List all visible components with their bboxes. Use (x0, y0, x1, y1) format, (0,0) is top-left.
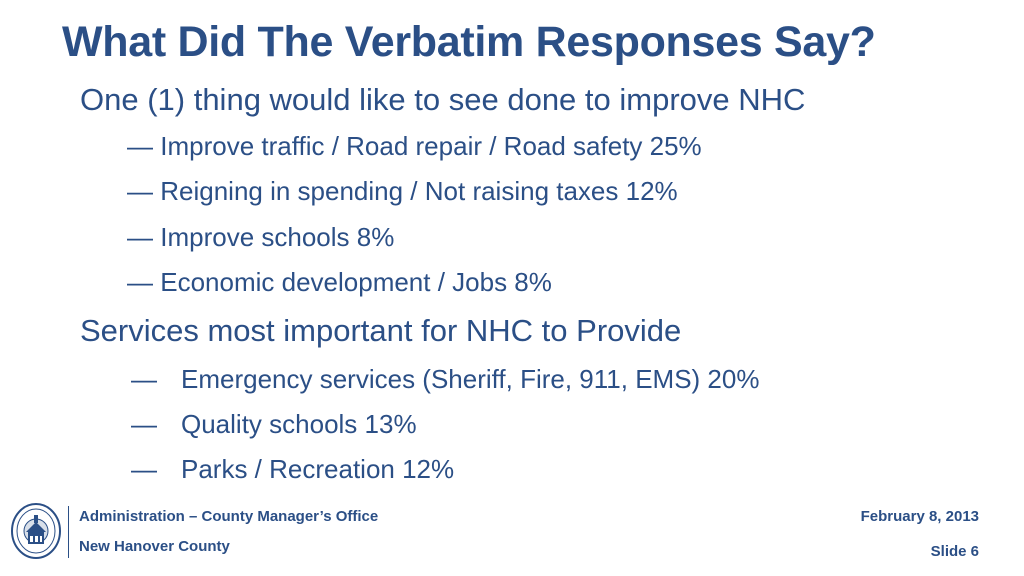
dash-bullet: — (131, 454, 157, 484)
list-item-text: Improve schools 8% (160, 222, 395, 252)
section-heading-improve: One (1) thing would like to see done to … (80, 82, 806, 117)
list-item: — Parks / Recreation 12% (131, 454, 454, 485)
slide-title: What Did The Verbatim Responses Say? (62, 18, 876, 66)
dash-bullet: — (127, 176, 153, 206)
section-heading-services: Services most important for NHC to Provi… (80, 313, 682, 348)
dash-bullet: — (127, 267, 153, 297)
list-item: — Reigning in spending / Not raising tax… (127, 176, 678, 207)
footer-department: Administration – County Manager’s Office (79, 508, 379, 525)
list-item-text: Improve traffic / Road repair / Road saf… (160, 131, 702, 161)
footer-date: February 8, 2013 (860, 508, 979, 525)
list-item-text: Parks / Recreation 12% (181, 454, 455, 484)
slide-number: Slide 6 (930, 543, 979, 560)
county-seal-icon (11, 503, 61, 559)
list-item: — Economic development / Jobs 8% (127, 267, 552, 298)
dash-bullet: — (127, 131, 153, 161)
list-item-text: Emergency services (Sheriff, Fire, 911, … (181, 364, 760, 394)
list-item: — Improve schools 8% (127, 222, 394, 253)
dash-bullet: — (127, 222, 153, 252)
list-item: — Quality schools 13% (131, 409, 417, 440)
list-item: — Improve traffic / Road repair / Road s… (127, 131, 702, 162)
dash-bullet: — (131, 364, 157, 394)
list-item-text: Reigning in spending / Not raising taxes… (160, 176, 678, 206)
list-item: — Emergency services (Sheriff, Fire, 911,… (131, 364, 759, 395)
dash-bullet: — (131, 409, 157, 439)
list-item-text: Quality schools 13% (181, 409, 417, 439)
list-item-text: Economic development / Jobs 8% (160, 267, 552, 297)
footer-county: New Hanover County (79, 538, 230, 555)
footer-divider (68, 506, 69, 558)
